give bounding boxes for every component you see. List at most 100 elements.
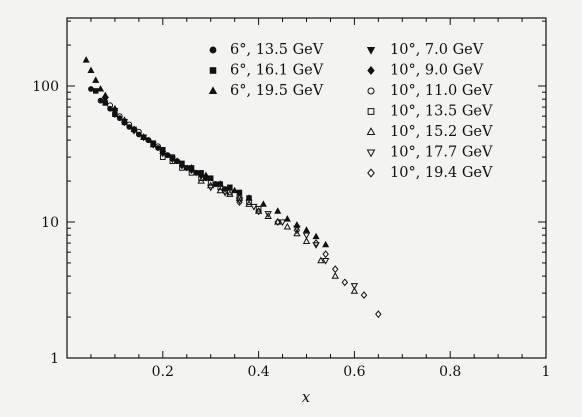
- data-point: [255, 207, 262, 216]
- data-point: [245, 200, 253, 207]
- series-7: [197, 176, 359, 294]
- data-point: [150, 140, 157, 149]
- data-point: [227, 184, 233, 191]
- legend-marker: [367, 108, 375, 115]
- y-tick-label: 10: [41, 215, 59, 231]
- data-point: [254, 207, 263, 214]
- data-point: [331, 265, 339, 274]
- series-1: [93, 88, 252, 201]
- data-point: [140, 133, 147, 141]
- legend-marker: [367, 66, 375, 75]
- data-point: [226, 190, 234, 197]
- x-tick-label: 0.4: [247, 364, 269, 380]
- legend-label: 6°, 16.1 GeV: [230, 63, 324, 79]
- data-point: [221, 189, 229, 197]
- data-point: [130, 126, 138, 135]
- legend-marker: [209, 46, 217, 54]
- data-point: [274, 207, 282, 214]
- data-point: [217, 184, 224, 191]
- data-point: [341, 278, 349, 287]
- data-point: [274, 217, 282, 225]
- data-point: [250, 203, 258, 211]
- data-point: [264, 211, 272, 218]
- x-axis: 0.2 0.4 0.6 0.8 1: [90, 18, 551, 380]
- series-6: [159, 154, 262, 212]
- legend-marker: [367, 168, 375, 178]
- data-point: [302, 226, 311, 233]
- series-9: [236, 198, 382, 319]
- data-point: [322, 240, 330, 248]
- data-point: [231, 186, 239, 194]
- x-tick-label: 0.8: [439, 364, 461, 380]
- data-point: [312, 232, 320, 240]
- data-point: [283, 222, 292, 230]
- legend-label: 6°, 19.5 GeV: [230, 83, 324, 99]
- legend-label: 10°, 13.5 GeV: [390, 104, 493, 120]
- data-point: [87, 66, 95, 73]
- series-8: [206, 184, 359, 290]
- data-point: [197, 176, 205, 184]
- legend-label: 10°, 7.0 GeV: [390, 42, 484, 58]
- data-point: [121, 118, 128, 127]
- data-point: [111, 110, 119, 118]
- data-point: [312, 242, 320, 249]
- y-tick-label: 100: [32, 79, 59, 95]
- data-point: [293, 229, 301, 237]
- data-point: [107, 102, 114, 109]
- y-tick-label: 1: [50, 351, 59, 367]
- data-point: [198, 175, 204, 182]
- data-point: [179, 165, 185, 171]
- data-point: [274, 218, 282, 226]
- legend-label: 10°, 17.7 GeV: [390, 145, 493, 161]
- legend-marker: [366, 127, 376, 136]
- data-point: [236, 198, 243, 207]
- data-point: [206, 184, 215, 192]
- data-point: [312, 239, 320, 247]
- data-point: [145, 137, 152, 144]
- x-tick-label: 1: [542, 364, 551, 380]
- x-tick-label: 0.6: [343, 364, 365, 380]
- data-point: [169, 158, 176, 165]
- legend: 6°, 13.5 GeV 6°, 16.1 GeV 6°, 19.5 GeV 10°,…: [208, 42, 493, 181]
- legend-label: 6°, 13.5 GeV: [230, 42, 324, 58]
- y-axis: 1 10 100: [32, 20, 546, 367]
- data-point: [159, 154, 166, 160]
- data-point: [97, 97, 104, 104]
- data-point: [293, 226, 301, 235]
- data-point: [321, 258, 330, 265]
- data-point: [375, 310, 382, 319]
- data-point: [360, 291, 368, 300]
- legend-marker: [366, 149, 376, 158]
- legend-label: 10°, 15.2 GeV: [390, 124, 493, 140]
- legend-marker: [208, 86, 218, 94]
- legend-label: 10°, 9.0 GeV: [390, 63, 484, 79]
- data-point: [322, 250, 329, 259]
- x-axis-label: x: [302, 388, 311, 406]
- data-point: [92, 76, 100, 83]
- data-point: [88, 86, 94, 92]
- x-tick-label: 0.2: [152, 364, 174, 380]
- data-points: [82, 56, 382, 319]
- legend-label: 10°, 19.4 GeV: [390, 165, 493, 181]
- data-point: [302, 232, 311, 240]
- data-point: [278, 219, 287, 227]
- data-point: [350, 287, 359, 294]
- data-point: [255, 205, 262, 212]
- data-point: [259, 200, 267, 207]
- data-point: [302, 237, 311, 244]
- legend-marker: [367, 87, 375, 95]
- legend-marker: [209, 67, 217, 74]
- series-4: [111, 110, 205, 180]
- data-point: [126, 121, 133, 128]
- data-point: [317, 256, 325, 264]
- data-point: [264, 212, 272, 219]
- data-point: [116, 113, 123, 120]
- data-point: [331, 271, 339, 279]
- data-point: [96, 85, 105, 92]
- legend-label: 10°, 11.0 GeV: [390, 83, 493, 99]
- data-point: [82, 56, 90, 63]
- data-point: [135, 128, 142, 135]
- data-point: [350, 283, 359, 290]
- data-point: [155, 143, 161, 150]
